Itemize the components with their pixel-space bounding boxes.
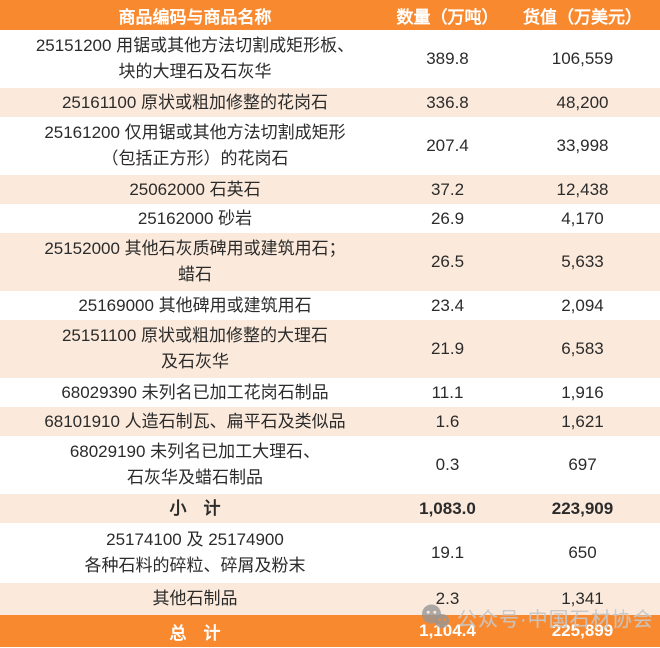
value-cell: 33,998 xyxy=(556,136,609,155)
product-name-cell: 25152000 其他石灰质碑用或建筑用石； 蜡石 xyxy=(44,239,346,284)
value-cell: 697 xyxy=(568,455,597,474)
value-cell: 1,916 xyxy=(561,382,604,402)
header-product-name: 商品编码与商品名称 xyxy=(118,7,272,27)
table-row: 25174100 及 25174900 各种石料的碎粒、碎屑及粉末 19.1 6… xyxy=(0,523,660,583)
quantity-cell: 26.9 xyxy=(430,208,465,228)
product-name-cell: 25161100 原状或粗加修整的花岗石 xyxy=(61,92,329,112)
value-cell: 223,909 xyxy=(551,498,614,518)
product-name-cell: 25062000 石英石 xyxy=(129,179,261,199)
quantity-cell: 19.1 xyxy=(430,543,465,562)
total-quantity: 1,104.4 xyxy=(419,621,476,640)
value-cell: 106,559 xyxy=(551,49,614,68)
subtotal-label: 小 计 xyxy=(169,498,221,518)
table-row: 25162000 砂岩 26.9 4,170 xyxy=(0,204,660,233)
value-cell: 4,170 xyxy=(561,208,604,228)
value-cell: 5,633 xyxy=(561,252,604,271)
table-header-row: 商品编码与商品名称 数量（万吨） 货值（万美元） xyxy=(0,0,660,30)
value-cell: 1,341 xyxy=(561,589,604,608)
product-name-cell: 25161200 仅用锯或其他方法切割成矩形 （包括正方形）的花岗石 xyxy=(44,123,346,168)
table-row: 25161200 仅用锯或其他方法切割成矩形 （包括正方形）的花岗石 207.4… xyxy=(0,117,660,175)
value-cell: 650 xyxy=(568,543,597,562)
header-value: 货值（万美元） xyxy=(523,7,642,27)
table-row-subtotal: 小 计 1,083.0 223,909 xyxy=(0,494,660,523)
quantity-cell: 0.3 xyxy=(435,455,460,474)
product-name-cell: 25174100 及 25174900 各种石料的碎粒、碎屑及粉末 xyxy=(84,530,306,575)
quantity-cell: 11.1 xyxy=(431,382,464,402)
table-total-row: 总 计 1,104.4 225,899 xyxy=(0,615,660,647)
total-label: 总 计 xyxy=(169,623,221,643)
table-row: 68029390 未列名已加工花岗石制品 11.1 1,916 xyxy=(0,378,660,407)
table-row: 25152000 其他石灰质碑用或建筑用石； 蜡石 26.5 5,633 xyxy=(0,233,660,291)
value-cell: 48,200 xyxy=(556,92,609,112)
total-value: 225,899 xyxy=(551,621,614,640)
product-name-cell: 25151100 原状或粗加修整的大理石 及石灰华 xyxy=(61,326,329,371)
table-row: 其他石制品 2.3 1,341 xyxy=(0,583,660,615)
value-cell: 12,438 xyxy=(556,179,609,199)
product-name-cell: 68029390 未列名已加工花岗石制品 xyxy=(61,382,329,402)
quantity-cell: 1,083.0 xyxy=(419,498,476,518)
table-row: 25169000 其他碑用或建筑用石 23.4 2,094 xyxy=(0,291,660,320)
quantity-cell: 26.5 xyxy=(430,252,465,271)
quantity-cell: 23.4 xyxy=(430,295,465,315)
value-cell: 6,583 xyxy=(561,339,604,358)
table-row: 68029190 未列名已加工大理石、 石灰华及蜡石制品 0.3 697 xyxy=(0,436,660,494)
product-name-cell: 68101910 人造石制瓦、扁平石及类似品 xyxy=(44,411,346,431)
table-row: 25062000 石英石 37.2 12,438 xyxy=(0,175,660,204)
product-name-cell: 其他石制品 xyxy=(152,589,238,608)
quantity-cell: 1.6 xyxy=(435,411,460,431)
table-row: 25151100 原状或粗加修整的大理石 及石灰华 21.9 6,583 xyxy=(0,320,660,378)
table-row: 25151200 用锯或其他方法切割成矩形板、 块的大理石及石灰华 389.8 … xyxy=(0,30,660,88)
product-name-cell: 68029190 未列名已加工大理石、 石灰华及蜡石制品 xyxy=(69,442,321,487)
value-cell: 2,094 xyxy=(561,295,604,315)
quantity-cell: 37.2 xyxy=(430,179,465,199)
product-name-cell: 25162000 砂岩 xyxy=(137,208,253,228)
product-name-cell: 25169000 其他碑用或建筑用石 xyxy=(78,295,312,315)
product-name-cell: 25151200 用锯或其他方法切割成矩形板、 块的大理石及石灰华 xyxy=(35,36,355,81)
quantity-cell: 207.4 xyxy=(426,136,469,155)
quantity-cell: 389.8 xyxy=(426,49,469,68)
table-row: 25161100 原状或粗加修整的花岗石 336.8 48,200 xyxy=(0,88,660,117)
table-row: 68101910 人造石制瓦、扁平石及类似品 1.6 1,621 xyxy=(0,407,660,436)
header-quantity: 数量（万吨） xyxy=(396,7,499,27)
quantity-cell: 336.8 xyxy=(426,92,469,112)
quantity-cell: 21.9 xyxy=(430,339,465,358)
quantity-cell: 2.3 xyxy=(435,589,460,608)
value-cell: 1,621 xyxy=(561,411,604,431)
